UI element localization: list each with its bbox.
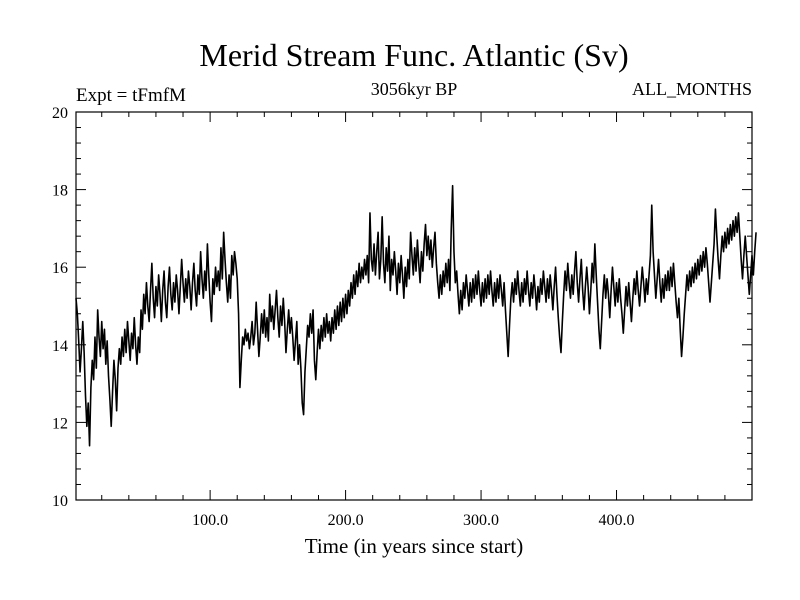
x-tick-label: 300.0 bbox=[463, 512, 499, 529]
series-line bbox=[75, 184, 757, 447]
y-axis: 10 12 14 16 18 20 bbox=[52, 105, 752, 510]
experiment-label: Expt = tFmfM bbox=[76, 85, 186, 106]
x-tick-label: 200.0 bbox=[328, 512, 364, 529]
y-tick-label: 18 bbox=[52, 183, 68, 200]
minor-ticks bbox=[76, 112, 752, 500]
y-tick-label: 12 bbox=[52, 415, 68, 432]
y-tick-label: 10 bbox=[52, 493, 68, 510]
chart-title: Merid Stream Func. Atlantic (Sv) bbox=[199, 37, 628, 73]
x-axis-title: Time (in years since start) bbox=[305, 534, 524, 558]
plot-frame bbox=[75, 111, 753, 501]
x-axis: 100.0 200.0 300.0 400.0 bbox=[192, 112, 635, 529]
x-tick-label: 100.0 bbox=[192, 512, 228, 529]
y-tick-label: 20 bbox=[52, 105, 68, 122]
y-tick-label: 16 bbox=[52, 260, 68, 277]
x-tick-label: 400.0 bbox=[599, 512, 635, 529]
y-tick-label: 14 bbox=[52, 338, 68, 355]
period-label: 3056kyr BP bbox=[371, 79, 458, 99]
months-label: ALL_MONTHS bbox=[632, 79, 752, 99]
